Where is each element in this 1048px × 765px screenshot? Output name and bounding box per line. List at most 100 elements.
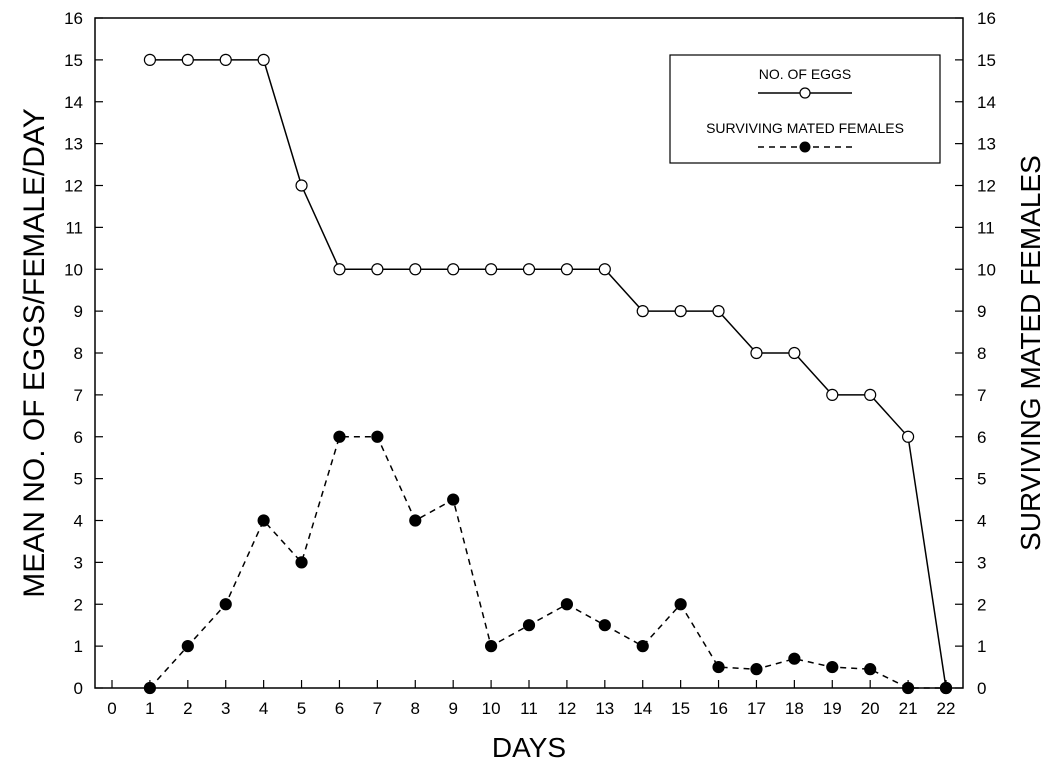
y-tick-label-left: 7 bbox=[74, 386, 83, 405]
data-point-0 bbox=[560, 263, 574, 276]
data-point-0 bbox=[257, 53, 270, 66]
y-tick-label-left: 0 bbox=[74, 679, 83, 698]
x-tick-label: 19 bbox=[823, 699, 842, 718]
data-point-1 bbox=[864, 663, 877, 676]
y-tick-label-left: 14 bbox=[64, 93, 83, 112]
data-point-1 bbox=[788, 652, 801, 665]
y-tick-label-right: 1 bbox=[977, 637, 986, 656]
data-point-0 bbox=[674, 305, 687, 318]
y-tick-label-left: 8 bbox=[74, 344, 83, 363]
x-tick-label: 17 bbox=[747, 699, 766, 718]
y-tick-label-left: 6 bbox=[74, 428, 83, 447]
legend: NO. OF EGGS SURVIVING MATED FEMALES bbox=[669, 54, 941, 164]
x-tick-label: 4 bbox=[259, 699, 268, 718]
y-tick-label-right: 4 bbox=[977, 512, 986, 531]
data-point-1 bbox=[484, 640, 498, 653]
x-tick-label: 15 bbox=[671, 699, 690, 718]
x-axis-title: DAYS bbox=[492, 732, 566, 763]
data-point-1 bbox=[257, 514, 270, 527]
series-line-0 bbox=[149, 59, 947, 689]
data-point-0 bbox=[522, 263, 536, 276]
y-tick-label-right: 12 bbox=[977, 177, 996, 196]
series-layer bbox=[143, 53, 953, 695]
y-tick-label-left: 5 bbox=[74, 470, 83, 489]
data-point-0 bbox=[219, 53, 232, 66]
data-point-0 bbox=[143, 53, 157, 66]
data-point-0 bbox=[333, 263, 346, 276]
y-tick-label-left: 12 bbox=[64, 177, 83, 196]
y-tick-label-right: 11 bbox=[977, 218, 995, 237]
y-tick-label-right: 7 bbox=[977, 386, 986, 405]
x-tick-label: 21 bbox=[899, 699, 918, 718]
x-tick-label: 16 bbox=[709, 699, 728, 718]
x-tick-label: 14 bbox=[633, 699, 652, 718]
x-tick-label: 1 bbox=[145, 699, 154, 718]
data-point-1 bbox=[219, 598, 232, 611]
data-point-1 bbox=[371, 430, 384, 443]
data-point-1 bbox=[939, 681, 953, 695]
y-tick-label-left: 11 bbox=[65, 218, 83, 237]
data-point-0 bbox=[636, 305, 649, 318]
x-tick-label: 11 bbox=[520, 699, 538, 718]
data-point-0 bbox=[484, 263, 498, 276]
y-tick-label-right: 10 bbox=[977, 260, 996, 279]
x-tick-label: 2 bbox=[183, 699, 192, 718]
data-point-0 bbox=[864, 388, 877, 401]
y-tick-label-right: 5 bbox=[977, 470, 986, 489]
legend-label-females: SURVIVING MATED FEMALES bbox=[706, 120, 904, 136]
x-axis: 0 1 2 3 4 5 6 7 8 9 10 11 12 13 14 15 16 17 18 19 20 21 22 bbox=[107, 680, 955, 718]
data-point-1 bbox=[560, 598, 574, 611]
x-tick-label: 7 bbox=[373, 699, 382, 718]
legend-label-eggs: NO. OF EGGS bbox=[759, 66, 852, 82]
y-tick-label-left: 13 bbox=[64, 135, 83, 154]
x-tick-label: 10 bbox=[482, 699, 501, 718]
x-tick-label: 3 bbox=[221, 699, 230, 718]
data-point-1 bbox=[826, 660, 839, 674]
x-tick-label: 13 bbox=[595, 699, 614, 718]
data-point-0 bbox=[712, 305, 725, 318]
y-tick-label-left: 1 bbox=[74, 637, 83, 656]
data-point-0 bbox=[598, 263, 611, 276]
y-tick-label-right: 3 bbox=[977, 553, 986, 572]
y-tick-label-left: 15 bbox=[64, 51, 83, 70]
series-line-1 bbox=[149, 436, 946, 689]
y-tick-label-left: 4 bbox=[74, 512, 83, 531]
data-point-0 bbox=[409, 263, 422, 276]
x-tick-label: 20 bbox=[861, 699, 880, 718]
legend-marker-eggs bbox=[799, 87, 811, 99]
y-tick-label-right: 13 bbox=[977, 135, 996, 154]
x-tick-label: 0 bbox=[107, 699, 116, 718]
data-point-1 bbox=[522, 619, 536, 632]
y-tick-label-right: 9 bbox=[977, 302, 986, 321]
data-point-1 bbox=[750, 663, 763, 676]
y-axis-title-left: MEAN NO. OF EGGS/FEMALE/DAY bbox=[18, 108, 51, 598]
data-point-1 bbox=[598, 619, 611, 632]
y-tick-label-left: 10 bbox=[64, 260, 83, 279]
y-tick-label-right: 16 bbox=[977, 9, 996, 28]
data-point-1 bbox=[447, 493, 460, 506]
x-tick-label: 22 bbox=[937, 699, 956, 718]
data-point-0 bbox=[447, 263, 460, 276]
data-point-1 bbox=[143, 681, 157, 695]
y-tick-label-left: 2 bbox=[74, 595, 83, 614]
y-tick-label-right: 8 bbox=[977, 344, 986, 363]
data-point-1 bbox=[333, 430, 346, 443]
data-point-1 bbox=[181, 640, 194, 653]
x-tick-label: 12 bbox=[557, 699, 576, 718]
data-point-1 bbox=[636, 640, 649, 653]
x-tick-label: 18 bbox=[785, 699, 804, 718]
y-tick-label-left: 9 bbox=[74, 302, 83, 321]
data-point-1 bbox=[712, 660, 725, 674]
y-tick-label-left: 3 bbox=[74, 553, 83, 572]
data-point-1 bbox=[901, 681, 915, 695]
y-tick-label-right: 2 bbox=[977, 595, 986, 614]
data-point-0 bbox=[295, 179, 308, 192]
data-point-1 bbox=[295, 556, 308, 569]
y-tick-label-right: 6 bbox=[977, 428, 986, 447]
data-point-0 bbox=[788, 346, 801, 360]
legend-marker-females bbox=[799, 141, 811, 153]
x-tick-label: 9 bbox=[448, 699, 457, 718]
